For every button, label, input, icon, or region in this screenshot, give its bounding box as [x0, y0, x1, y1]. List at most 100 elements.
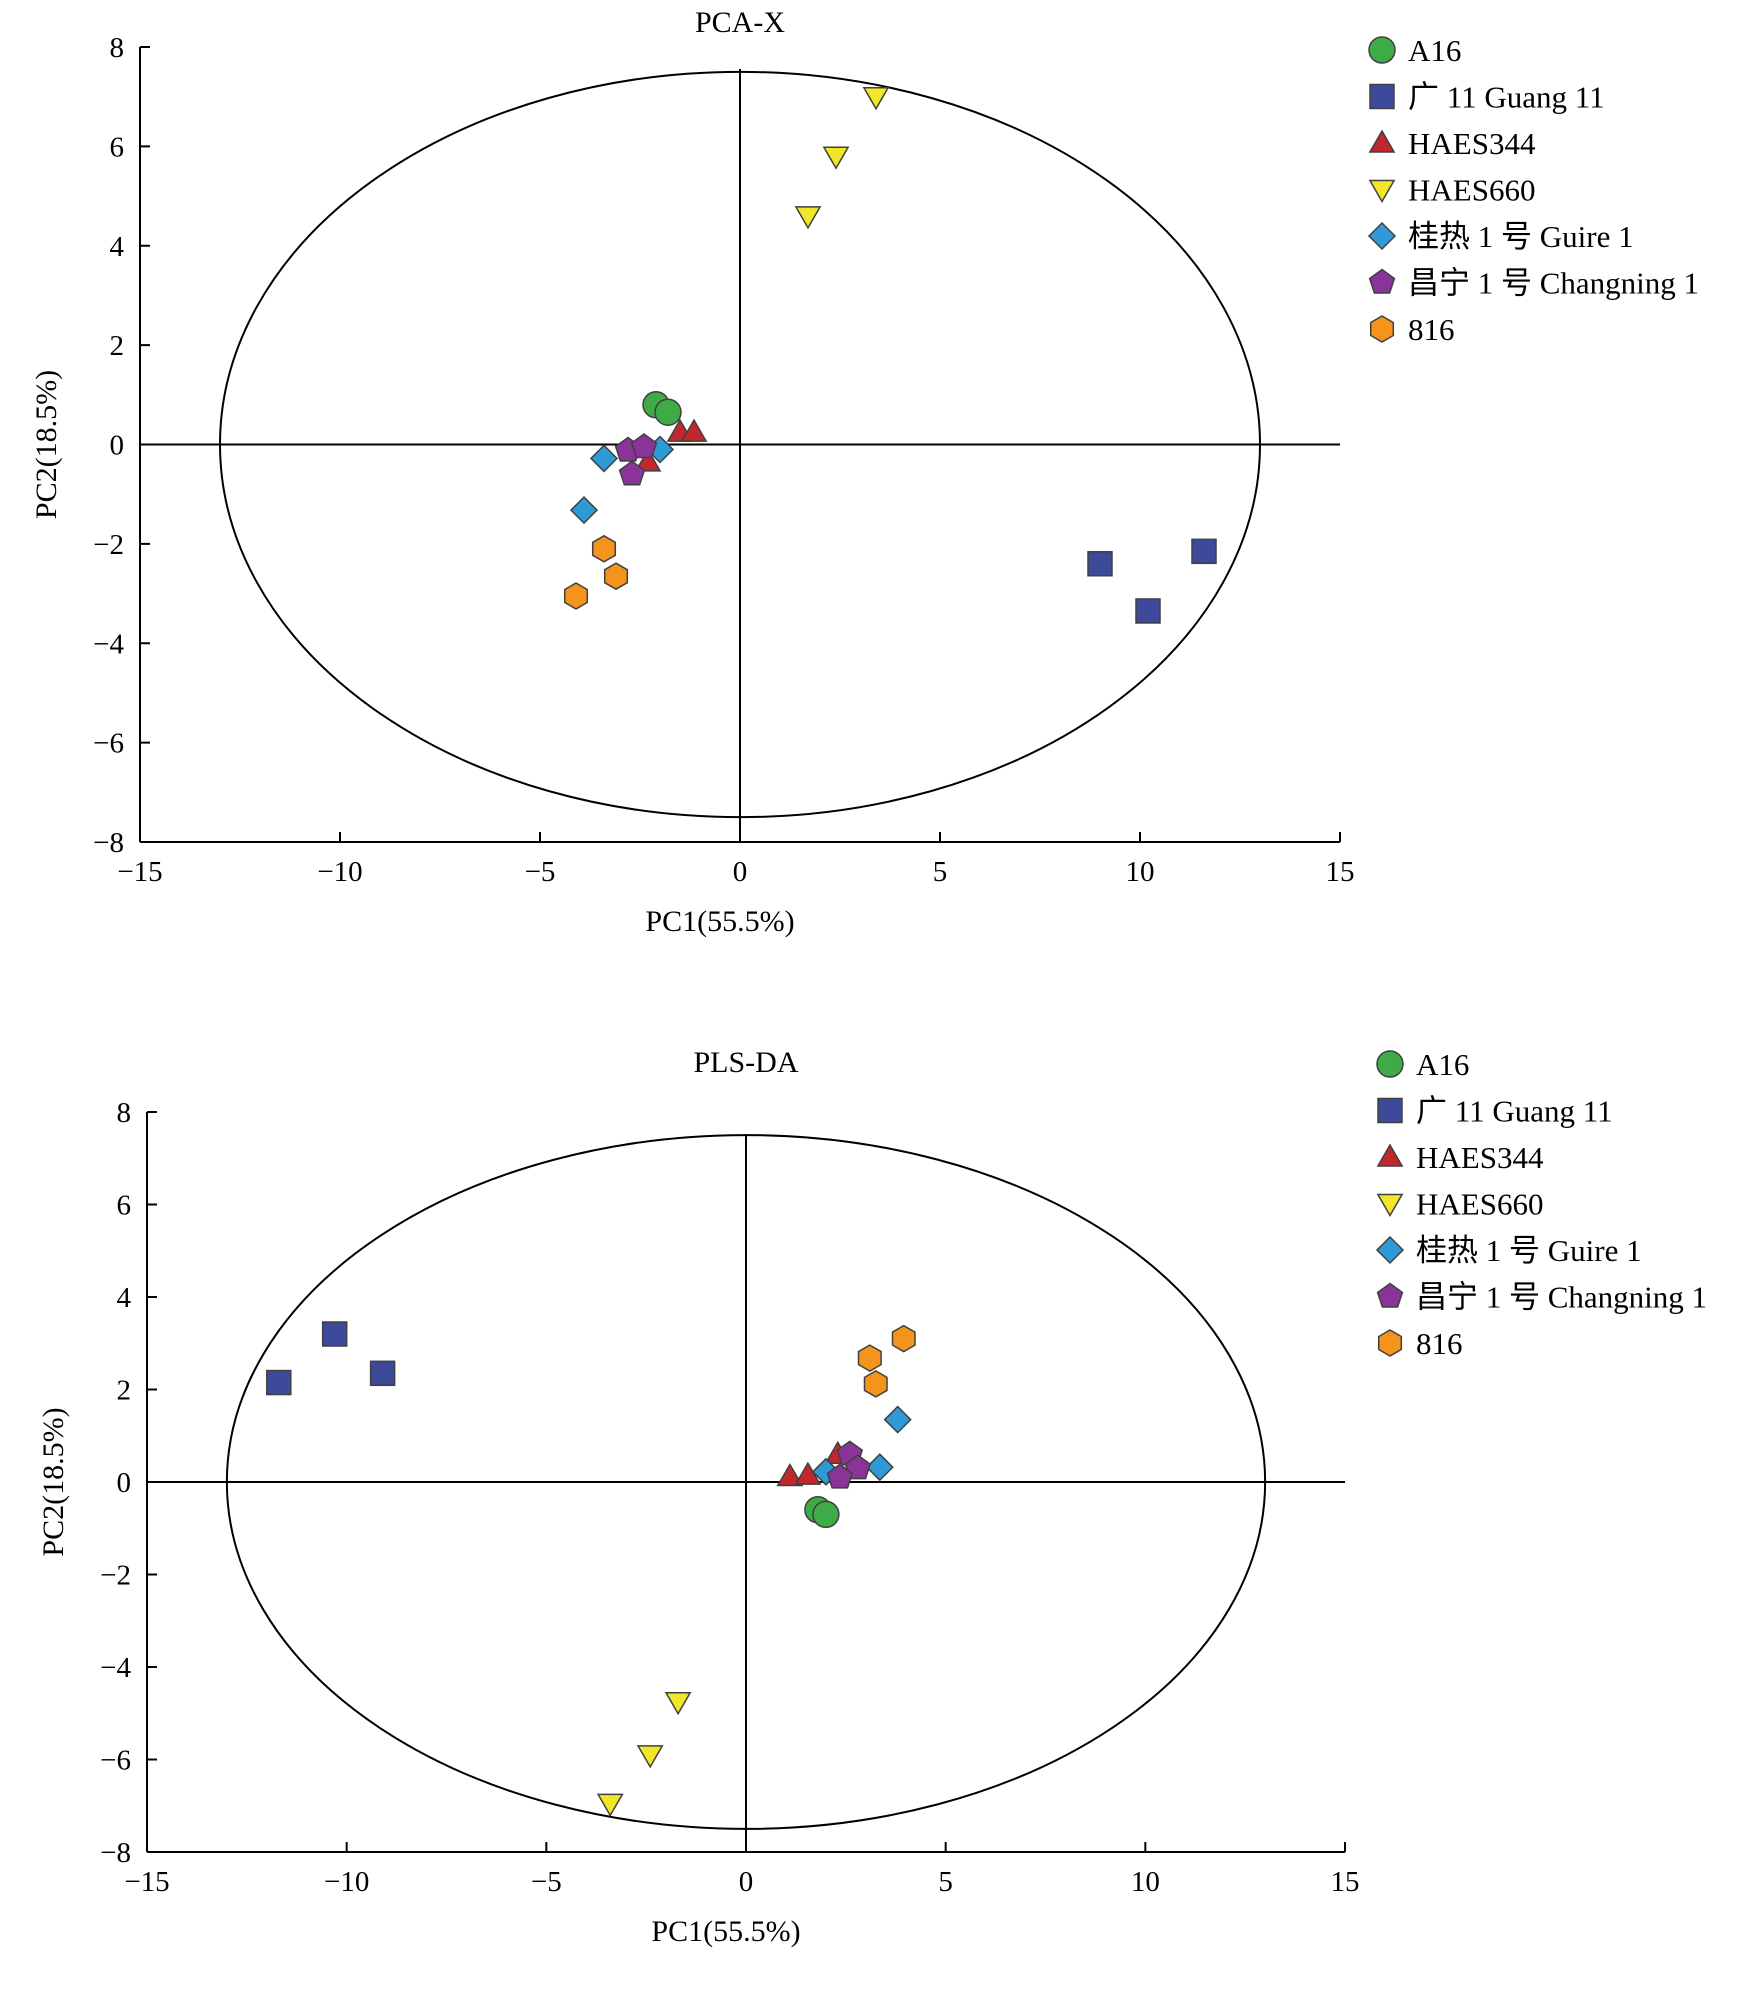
pca-x-chart-panel: PCA-X −15 −10 −5 0 5 10 15 8 6 4 2 0 −2 −4 −6 −8 PC1(55.5…: [0, 0, 1748, 980]
pca-x-point-triangle-down: [794, 206, 822, 230]
pca-x-legend-label: HAES660: [1408, 173, 1535, 208]
pls-da-y-tick-label: −4: [100, 1652, 131, 1684]
pca-x-y-tick-label: −8: [93, 827, 124, 859]
pls-da-x-tick-label: −15: [124, 1866, 169, 1898]
pca-x-point-square: [1135, 598, 1161, 624]
pls-da-point-hexagon: [863, 1370, 888, 1398]
pls-da-x-axis-title: PC1(55.5%): [651, 1915, 800, 1948]
pls-da-chart-title: PLS-DA: [693, 1046, 798, 1079]
pls-da-x-tick-label: −5: [531, 1866, 562, 1898]
pca-x-y-tick-label: −4: [93, 628, 124, 660]
pls-da-legend-marker-square: [1377, 1097, 1403, 1124]
pca-x-x-tick-label: 0: [733, 856, 748, 888]
pls-da-legend: A16 广 11 Guang 11 HAES344 HAES660 桂热 1 号 Gui…: [1375, 1047, 1707, 1361]
pls-da-legend-marker-pentagon: [1376, 1282, 1404, 1308]
pca-x-legend-marker-triangle-down: [1368, 179, 1396, 204]
pca-x-legend: A16 广 11 Guang 11 HAES344 HAES660 桂热 1 号 Gui…: [1367, 33, 1699, 347]
pls-da-point-triangle-down: [596, 1793, 624, 1817]
pls-da-x-tick-label: 0: [739, 1866, 754, 1898]
pca-x-data-points: [563, 86, 1217, 624]
pls-da-y-tick-label: −8: [100, 1837, 131, 1869]
pls-da-point-square: [369, 1360, 396, 1387]
pca-x-x-tick-label: −10: [317, 856, 362, 888]
pca-x-point-triangle-down: [822, 146, 850, 170]
pls-da-legend-label: A16: [1416, 1047, 1469, 1082]
pca-x-point-pentagon: [618, 460, 646, 486]
pca-x-chart-title: PCA-X: [695, 6, 785, 39]
pca-x-point-hexagon: [591, 534, 617, 563]
pca-x-x-tick-label: 5: [933, 856, 948, 888]
pca-x-legend-marker-square: [1369, 83, 1395, 110]
pca-x-y-tick-label: 4: [110, 231, 125, 263]
pls-da-x-tick-label: 15: [1331, 1866, 1360, 1898]
pca-x-y-tick-label: 2: [110, 330, 125, 362]
pls-da-confidence-ellipse: [225, 1134, 1267, 1830]
pca-x-point-diamond: [569, 496, 599, 525]
pls-da-legend-marker-hexagon: [1377, 1329, 1403, 1357]
pls-da-y-tick-label: 0: [117, 1467, 132, 1499]
pls-da-legend-label: 昌宁 1 号 Changning 1: [1416, 1280, 1707, 1315]
pca-x-point-hexagon: [563, 582, 589, 610]
pca-x-legend-label: A16: [1408, 33, 1461, 68]
pca-x-y-tick-label: 8: [110, 32, 125, 64]
pls-da-x-tick-label: 10: [1131, 1866, 1160, 1898]
pca-x-legend-marker-pentagon: [1368, 268, 1396, 294]
pca-x-x-tick-label: 15: [1326, 856, 1355, 888]
pca-x-legend-marker-diamond: [1367, 221, 1397, 251]
pca-x-legend-marker-hexagon: [1369, 315, 1395, 343]
pca-x-y-axis-title: PC2(18.5%): [30, 370, 63, 519]
pls-da-legend-label: HAES344: [1416, 1140, 1544, 1175]
pls-da-point-triangle-down: [636, 1745, 664, 1769]
pls-da-point-diamond: [883, 1405, 912, 1434]
pls-da-legend-label: 广 11 Guang 11: [1416, 1094, 1613, 1129]
pls-da-point-diamond: [865, 1453, 894, 1482]
pca-x-point-circle: [654, 398, 682, 426]
pca-x-point-triangle-up: [634, 448, 662, 472]
pls-da-point-square: [321, 1321, 348, 1347]
pls-da-axes: [146, 1111, 1346, 1853]
pca-x-legend-marker-triangle-up: [1368, 129, 1396, 153]
pca-x-legend-label: 昌宁 1 号 Changning 1: [1408, 266, 1699, 301]
pca-x-legend-label: 桂热 1 号 Guire 1: [1408, 219, 1634, 254]
pca-x-legend-label: 816: [1408, 312, 1455, 347]
pca-x-y-tick-label: −6: [93, 728, 124, 760]
pls-da-point-triangle-up: [776, 1463, 804, 1487]
pls-da-legend-marker-diamond: [1375, 1235, 1405, 1265]
pca-x-legend-label: HAES344: [1408, 126, 1536, 161]
pls-da-legend-label: 816: [1416, 1326, 1463, 1361]
pls-da-y-tick-label: 6: [117, 1190, 132, 1222]
pca-x-y-tick-label: 6: [110, 131, 125, 163]
pca-x-confidence-ellipse: [219, 70, 1261, 819]
pls-da-legend-marker-triangle-down: [1376, 1193, 1404, 1218]
pls-da-y-tick-label: 4: [117, 1282, 132, 1314]
pls-da-point-circle: [812, 1500, 840, 1529]
pls-da-point-pentagon: [826, 1463, 854, 1489]
pca-x-point-pentagon: [630, 433, 658, 459]
pls-da-point-hexagon: [857, 1344, 882, 1372]
pls-da-legend-label: 桂热 1 号 Guire 1: [1416, 1233, 1642, 1268]
pls-da-y-tick-label: 2: [117, 1375, 132, 1407]
pca-x-axes: [139, 46, 1341, 843]
pca-x-point-hexagon: [603, 562, 629, 591]
pca-x-x-tick-label: −15: [117, 856, 162, 888]
pls-da-point-triangle-down: [664, 1691, 692, 1716]
pls-da-legend-marker-circle: [1376, 1050, 1404, 1078]
pca-x-point-triangle-down: [862, 86, 890, 111]
pls-da-legend-label: HAES660: [1416, 1187, 1543, 1222]
pls-da-x-tick-label: 5: [938, 1866, 953, 1898]
pls-da-data-points: [266, 1321, 916, 1817]
pca-x-scatter-plot: PCA-X −15 −10 −5 0 5 10 15 8 6 4 2 0 −2 −4 −6 −8 PC1(55.5…: [30, 6, 1699, 938]
pca-x-legend-marker-circle: [1368, 36, 1396, 64]
pls-da-y-tick-label: −2: [100, 1560, 131, 1592]
pls-da-legend-marker-triangle-up: [1376, 1143, 1404, 1167]
pls-da-point-hexagon: [891, 1324, 916, 1353]
pca-x-x-axis-title: PC1(55.5%): [645, 905, 794, 938]
pca-x-y-tick-label: −2: [93, 529, 124, 561]
pls-da-x-tick-label: −10: [324, 1866, 369, 1898]
pls-da-chart-panel: PLS-DA −15 −10 −5 0 5 10 15 8 6 4 2 0 −2 −4 −6 −8 PC1(55.…: [0, 1000, 1748, 1986]
pca-x-point-square: [1191, 538, 1217, 565]
pca-x-point-diamond: [589, 444, 619, 473]
pls-da-y-axis-title: PC2(18.5%): [37, 1407, 70, 1556]
pca-x-point-triangle-up: [680, 418, 708, 442]
pls-da-y-tick-label: 8: [117, 1097, 132, 1129]
